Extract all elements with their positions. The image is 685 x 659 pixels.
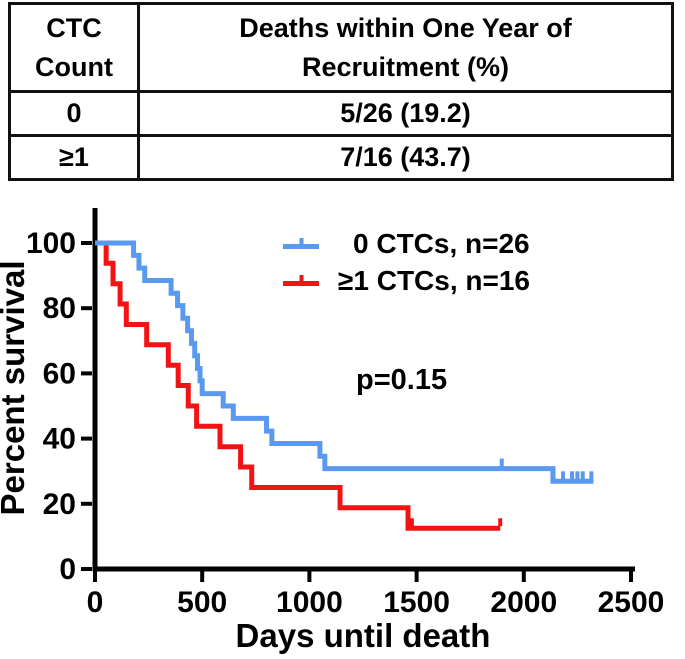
x-tick-label: 2000 <box>490 586 557 619</box>
table-header-row: CTC Count Deaths within One Year of Recr… <box>8 2 674 93</box>
axis-ticks <box>81 241 633 582</box>
x-tick-label: 1000 <box>276 586 343 619</box>
x-tick-label: 1500 <box>383 586 450 619</box>
km-survival-chart: 0 20 40 60 80 100 0 500 1000 1500 2000 2500 Days unt… <box>0 180 685 659</box>
p-value-annotation: p=0.15 <box>356 364 448 396</box>
header-line: Deaths within One Year of <box>239 12 572 43</box>
x-axis-title: Days until death <box>236 617 491 654</box>
censored-line-icon <box>283 274 319 286</box>
chart-legend: 0 CTCs, n=26 ≥1 CTCs, n=16 <box>283 225 530 299</box>
cell-ctc-count: ≥1 <box>8 134 140 181</box>
axes <box>92 208 635 572</box>
header-line: CTC <box>46 12 102 43</box>
x-tick-label: 500 <box>177 586 227 619</box>
survival-curve-0 <box>95 240 501 531</box>
header-line: Recruitment (%) <box>301 51 510 82</box>
cell-deaths: 7/16 (43.7) <box>137 134 674 181</box>
table-row: ≥1 7/16 (43.7) <box>8 134 674 181</box>
legend-label: ≥1 CTCs, n=16 <box>338 264 530 296</box>
table-row: 0 5/26 (19.2) <box>8 90 674 137</box>
survival-curve-1 <box>95 240 594 484</box>
x-tick-label: 0 <box>87 586 104 619</box>
censored-line-icon <box>283 237 319 249</box>
cell-ctc-count: 0 <box>8 90 140 137</box>
y-tick-label: 100 <box>26 227 76 260</box>
y-tick-label: 40 <box>43 423 76 456</box>
ctc-summary-table: CTC Count Deaths within One Year of Recr… <box>8 2 674 181</box>
y-tick-label: 0 <box>59 553 76 586</box>
y-axis-title: Percent survival <box>0 261 31 516</box>
legend-item-ge1-ctcs: ≥1 CTCs, n=16 <box>283 262 530 299</box>
header-line: Count <box>35 51 113 82</box>
col-header-deaths-one-year: Deaths within One Year of Recruitment (%… <box>137 2 674 93</box>
x-tick-label: 2500 <box>598 586 665 619</box>
legend-label: 0 CTCs, n=26 <box>353 227 530 259</box>
y-tick-label: 20 <box>43 488 76 521</box>
legend-item-0-ctcs: 0 CTCs, n=26 <box>283 225 530 262</box>
col-header-ctc-count: CTC Count <box>8 2 140 93</box>
cell-deaths: 5/26 (19.2) <box>137 90 674 137</box>
y-tick-label: 60 <box>43 357 76 390</box>
y-tick-label: 80 <box>43 292 76 325</box>
